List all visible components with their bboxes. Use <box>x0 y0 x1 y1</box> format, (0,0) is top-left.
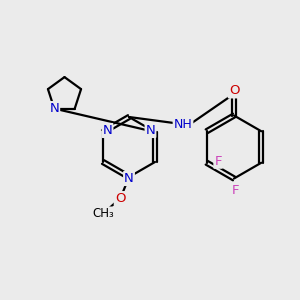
Text: N: N <box>103 124 112 137</box>
Text: N: N <box>124 172 134 185</box>
Text: NH: NH <box>174 118 192 131</box>
Text: O: O <box>229 84 239 98</box>
Text: O: O <box>115 192 125 205</box>
Text: N: N <box>146 124 155 137</box>
Text: F: F <box>214 155 222 168</box>
Text: N: N <box>50 102 59 115</box>
Text: CH₃: CH₃ <box>93 207 114 220</box>
Text: F: F <box>232 184 239 197</box>
